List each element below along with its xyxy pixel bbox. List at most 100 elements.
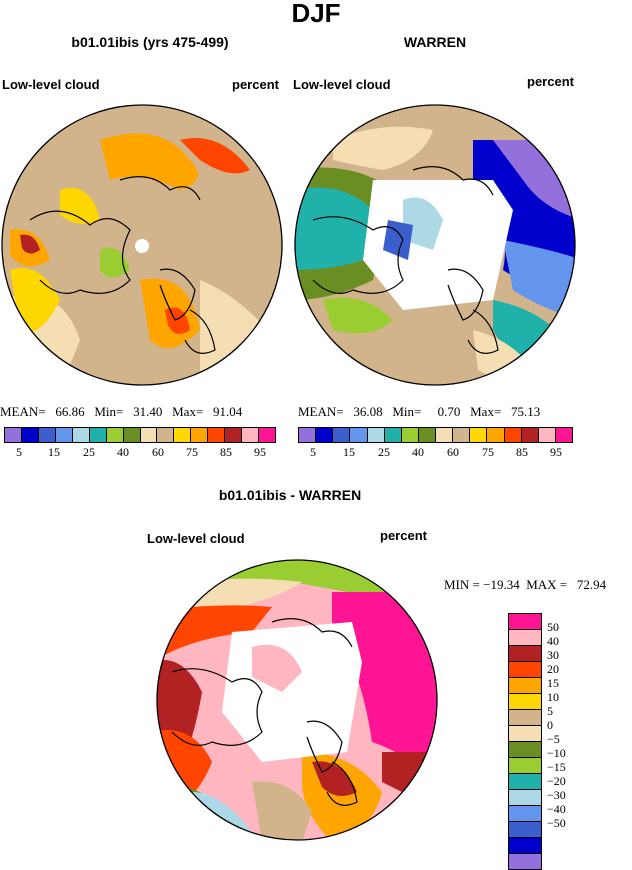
colorbar-swatch	[509, 678, 541, 694]
colorbar-swatch	[509, 726, 541, 742]
colorbar-swatch	[401, 428, 419, 442]
map-fill	[10, 268, 60, 332]
colorbar-label: −20	[547, 774, 566, 788]
map-fill	[295, 187, 373, 270]
colorbar-swatch	[509, 662, 541, 678]
colorbar-label: 20	[547, 662, 559, 676]
colorbar-label: −40	[547, 802, 566, 816]
colorbar-swatch	[242, 428, 260, 442]
colorbar-label: 15	[547, 676, 559, 690]
colorbar-swatch	[509, 822, 541, 838]
colorbar-swatch	[509, 694, 541, 710]
colorbar-tick: 25	[378, 445, 390, 459]
colorbar-swatch	[509, 854, 541, 869]
colorbar-swatch	[509, 838, 541, 854]
map-fill	[503, 240, 575, 320]
colorbar-swatch	[157, 428, 175, 442]
colorbar-swatch	[509, 774, 541, 790]
colorbar-swatch	[106, 428, 124, 442]
map-fill	[333, 126, 433, 170]
colorbar-label: 5	[547, 704, 553, 718]
panel2-field-label: Low-level cloud	[293, 77, 391, 92]
no-data-region	[363, 180, 513, 310]
panel2-title: WARREN	[403, 34, 467, 50]
panel2-polar-map	[294, 104, 576, 386]
colorbar-tick: 85	[220, 445, 232, 459]
colorbar-swatch	[555, 428, 572, 442]
colorbar-swatch	[123, 428, 141, 442]
map-fill	[323, 297, 393, 334]
panel3-title: b01.01ibis - WARREN	[218, 487, 362, 503]
colorbar-label: 40	[547, 634, 559, 648]
panel2-stats: MEAN= 36.08 Min= 0.70 Max= 75.13	[298, 404, 541, 419]
colorbar-swatch	[509, 742, 541, 758]
colorbar-swatch	[509, 790, 541, 806]
panel1-units-label: percent	[232, 77, 279, 92]
colorbar-swatch	[521, 428, 539, 442]
panel2-units-label: percent	[527, 74, 574, 89]
colorbar-tick: 75	[186, 445, 198, 459]
panel2-colorbar	[298, 427, 573, 443]
colorbar-tick: 5	[16, 445, 22, 459]
panel3-stats: MIN = −19.34 MAX = 72.94	[444, 577, 607, 592]
colorbar-swatch	[509, 614, 541, 630]
colorbar-label: 30	[547, 648, 559, 662]
colorbar-tick: 40	[412, 445, 424, 459]
panel1-title: b01.01ibis (yrs 475-499)	[71, 34, 229, 50]
pole-hole	[135, 239, 149, 253]
season-title: DJF	[291, 0, 341, 28]
colorbar-label: −5	[547, 732, 560, 746]
colorbar-label: 50	[547, 620, 559, 634]
panel1-stats: MEAN= 66.86 Min= 31.40 Max= 91.04	[0, 404, 243, 419]
colorbar-swatch	[509, 630, 541, 646]
colorbar-swatch	[89, 428, 107, 442]
colorbar-swatch	[509, 758, 541, 774]
colorbar-swatch	[509, 806, 541, 822]
panel1-colorbar	[4, 427, 276, 443]
panel1-field-label: Low-level cloud	[2, 77, 100, 92]
colorbar-swatch	[72, 428, 90, 442]
map-border	[1, 104, 283, 386]
colorbar-swatch	[384, 428, 402, 442]
map-border	[156, 559, 438, 841]
coastlines	[312, 166, 499, 354]
map-fill	[100, 133, 198, 190]
map-fill	[20, 234, 40, 254]
colorbar-swatch	[191, 428, 209, 442]
colorbar-swatch	[21, 428, 39, 442]
panel3-polar-map	[156, 559, 438, 841]
map-fill	[252, 644, 302, 692]
panel3-field-label: Low-level cloud	[147, 531, 245, 546]
colorbar-tick: 85	[516, 445, 528, 459]
colorbar-swatch	[367, 428, 385, 442]
colorbar-swatch	[453, 428, 471, 442]
map-fill	[180, 138, 250, 174]
colorbar-swatch	[470, 428, 488, 442]
colorbar-swatch	[38, 428, 56, 442]
colorbar-tick: 15	[343, 445, 355, 459]
colorbar-swatch	[487, 428, 505, 442]
colorbar-label: −50	[547, 816, 566, 830]
colorbar-label: −30	[547, 788, 566, 802]
colorbar-label: 10	[547, 690, 559, 704]
colorbar-swatch	[55, 428, 73, 442]
panel3-units-label: percent	[380, 528, 427, 543]
colorbar-swatch	[333, 428, 351, 442]
colorbar-tick: 95	[254, 445, 266, 459]
panel1-polar-map	[1, 104, 283, 386]
colorbar-swatch	[299, 428, 317, 442]
map-fill	[383, 220, 413, 260]
colorbar-swatch	[174, 428, 192, 442]
colorbar-swatch	[509, 646, 541, 662]
colorbar-swatch	[350, 428, 368, 442]
colorbar-tick: 25	[83, 445, 95, 459]
colorbar-tick: 95	[550, 445, 562, 459]
map-fill	[332, 592, 437, 782]
colorbar-swatch	[5, 428, 22, 442]
colorbar-swatch	[436, 428, 454, 442]
coastlines	[29, 176, 216, 354]
colorbar-swatch	[208, 428, 226, 442]
colorbar-tick: 60	[447, 445, 459, 459]
colorbar-swatch	[504, 428, 522, 442]
colorbar-label: −15	[547, 760, 566, 774]
